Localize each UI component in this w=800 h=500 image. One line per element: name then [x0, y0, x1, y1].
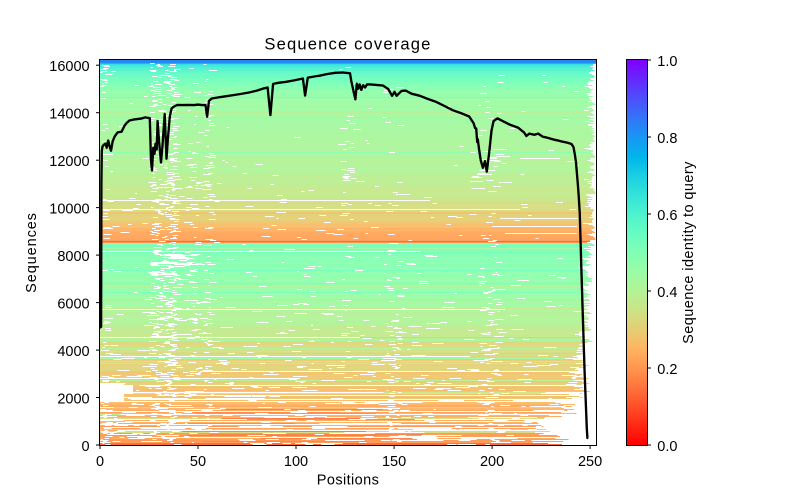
svg-text:14000: 14000 [49, 107, 89, 123]
svg-text:Sequence identity to query: Sequence identity to query [681, 161, 697, 344]
svg-text:0.4: 0.4 [657, 285, 677, 301]
svg-text:Sequences: Sequences [24, 212, 40, 293]
svg-text:200: 200 [480, 454, 504, 470]
svg-text:8000: 8000 [57, 249, 89, 265]
svg-text:0: 0 [96, 454, 104, 470]
svg-text:0.0: 0.0 [657, 439, 677, 455]
svg-text:150: 150 [382, 454, 406, 470]
svg-text:0: 0 [82, 439, 90, 455]
svg-text:Sequence coverage: Sequence coverage [264, 35, 431, 54]
svg-text:10000: 10000 [49, 202, 89, 218]
svg-text:Positions: Positions [317, 473, 379, 489]
svg-text:6000: 6000 [57, 297, 89, 313]
svg-text:12000: 12000 [49, 154, 89, 170]
svg-text:0.2: 0.2 [657, 362, 677, 378]
svg-text:4000: 4000 [57, 344, 89, 360]
svg-text:2000: 2000 [57, 392, 89, 408]
svg-text:250: 250 [578, 454, 602, 470]
svg-text:16000: 16000 [49, 59, 89, 75]
svg-text:1.0: 1.0 [657, 54, 677, 70]
svg-text:0.6: 0.6 [657, 208, 677, 224]
svg-text:0.8: 0.8 [657, 131, 677, 147]
svg-text:100: 100 [284, 454, 308, 470]
svg-text:50: 50 [190, 454, 206, 470]
